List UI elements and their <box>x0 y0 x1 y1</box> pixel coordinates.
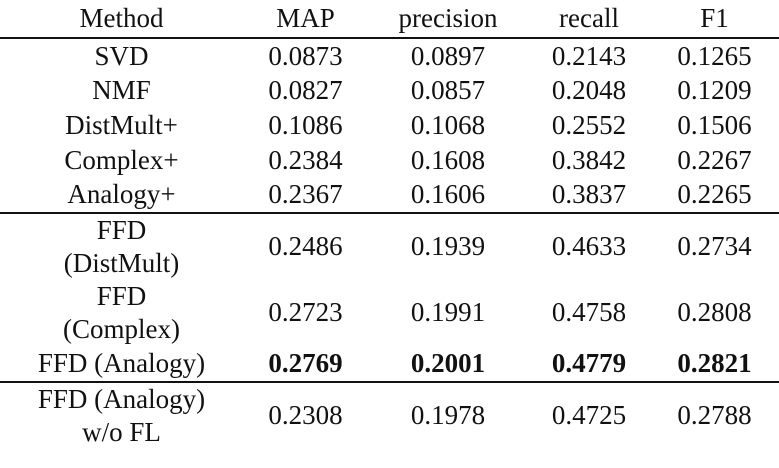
f1-cell: 0.1265 <box>650 37 779 74</box>
results-table: Method MAP precision recall F1 SVD 0.0873… <box>0 0 779 449</box>
table-row: NMF 0.0827 0.0857 0.2048 0.1209 <box>0 74 779 109</box>
table-row: Complex+ 0.2384 0.1608 0.3842 0.2267 <box>0 143 779 178</box>
method-cell: FFD (DistMult) <box>0 211 243 280</box>
map-cell: 0.2769 <box>268 347 343 378</box>
recall-cell: 0.2048 <box>551 75 627 106</box>
recall-cell: 0.4758 <box>551 297 627 328</box>
table-row: FFD (DistMult) 0.2486 0.1939 0.4633 0.2734 <box>0 211 779 280</box>
map-cell: 0.2723 <box>268 297 343 328</box>
method-label: FFD (Analogy) <box>37 347 206 378</box>
method-cell: Analogy+ <box>0 177 243 213</box>
method-label: Analogy+ <box>67 179 176 210</box>
method-label: w/o FL <box>82 416 161 447</box>
precision-cell: 0.1991 <box>410 297 486 328</box>
table-row: DistMult+ 0.1086 0.1068 0.2552 0.1506 <box>0 108 779 143</box>
map-cell: 0.2384 <box>268 144 343 175</box>
precision-cell: 0.1978 <box>368 380 528 449</box>
method-cell: Complex+ <box>0 143 243 178</box>
f1-cell: 0.2265 <box>677 179 752 210</box>
method-label: SVD <box>94 40 149 71</box>
map-cell: 0.1086 <box>268 109 343 140</box>
table-row: FFD (Analogy) 0.2769 0.2001 0.4779 0.2821 <box>0 346 779 382</box>
table-row: SVD 0.0873 0.0897 0.2143 0.1265 <box>0 37 779 74</box>
precision-cell: 0.0897 <box>368 37 528 74</box>
table-row: FFD (Analogy) w/o FL 0.2308 0.1978 0.4725 0.2… <box>0 380 779 449</box>
header-method: Method <box>79 3 164 33</box>
method-label: (DistMult) <box>63 247 180 278</box>
header-f1: F1 <box>700 3 729 33</box>
map-cell: 0.2486 <box>243 211 368 280</box>
header-map: MAP <box>276 3 335 33</box>
map-cell: 0.0827 <box>268 75 343 106</box>
f1-cell: 0.1209 <box>677 75 752 106</box>
recall-cell: 0.4633 <box>528 211 650 280</box>
recall-cell: 0.2143 <box>528 37 650 74</box>
recall-cell: 0.3837 <box>551 179 627 210</box>
method-label: NMF <box>92 75 151 106</box>
table-row: Analogy+ 0.2367 0.1606 0.3837 0.2265 <box>0 177 779 213</box>
map-cell: 0.2367 <box>268 179 343 210</box>
map-cell: 0.2308 <box>243 380 368 449</box>
method-label: FFD (Analogy) <box>37 383 206 414</box>
method-label: DistMult+ <box>65 109 178 140</box>
method-label: (Complex) <box>63 313 180 344</box>
method-label: Complex+ <box>64 144 179 175</box>
method-cell: SVD <box>0 37 243 74</box>
method-label: FFD <box>96 214 147 245</box>
precision-cell: 0.0857 <box>410 75 486 106</box>
f1-cell: 0.2808 <box>677 297 752 328</box>
f1-cell: 0.2821 <box>677 347 752 378</box>
precision-cell: 0.1939 <box>368 211 528 280</box>
method-cell: DistMult+ <box>0 108 243 143</box>
recall-cell: 0.4725 <box>528 380 650 449</box>
f1-cell: 0.2788 <box>650 380 779 449</box>
method-cell: FFD (Analogy) <box>0 346 243 382</box>
recall-cell: 0.2552 <box>551 109 627 140</box>
header-precision: precision <box>398 3 498 33</box>
recall-cell: 0.4779 <box>551 347 627 378</box>
method-cell: NMF <box>0 74 243 109</box>
map-cell: 0.0873 <box>243 37 368 74</box>
method-label: FFD <box>96 280 147 311</box>
precision-cell: 0.1068 <box>410 109 486 140</box>
precision-cell: 0.1606 <box>410 179 486 210</box>
f1-cell: 0.2734 <box>650 211 779 280</box>
header-recall: recall <box>559 3 619 33</box>
method-cell: FFD (Analogy) w/o FL <box>0 380 243 449</box>
method-cell: FFD (Complex) <box>0 280 243 346</box>
table-row: FFD (Complex) 0.2723 0.1991 0.4758 0.2808 <box>0 280 779 346</box>
recall-cell: 0.3842 <box>551 144 627 175</box>
f1-cell: 0.2267 <box>677 144 752 175</box>
precision-cell: 0.1608 <box>410 144 486 175</box>
table-header: Method MAP precision recall F1 <box>0 0 779 38</box>
f1-cell: 0.1506 <box>677 109 752 140</box>
header-row: Method MAP precision recall F1 <box>0 0 779 38</box>
precision-cell: 0.2001 <box>410 347 486 378</box>
table-body: SVD 0.0873 0.0897 0.2143 0.1265 NMF 0.0827 0.08… <box>0 37 779 449</box>
